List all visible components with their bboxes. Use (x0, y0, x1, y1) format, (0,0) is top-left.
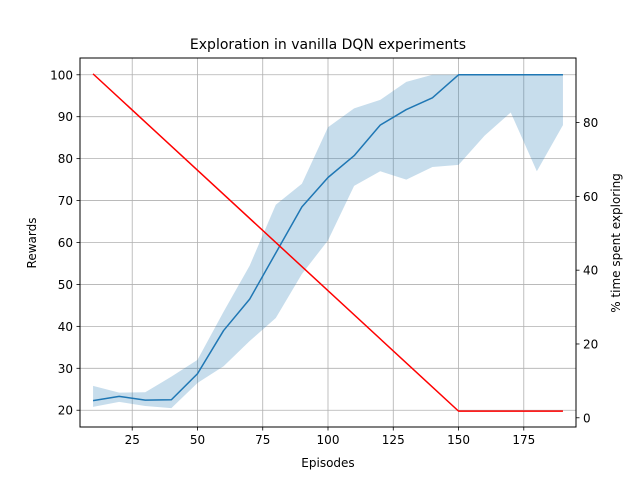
y-tick-label: 90 (58, 110, 73, 124)
y2-axis-label: % time spent exploring (609, 173, 623, 313)
x-tick-label: 50 (190, 433, 205, 447)
y-axis-label: Rewards (25, 218, 39, 269)
rewards-line (92, 74, 563, 402)
chart-title: Exploration in vanilla DQN experiments (190, 37, 466, 53)
x-tick-label: 25 (125, 433, 140, 447)
y2-tick-label: 0 (583, 411, 591, 425)
x-tick-label: 150 (447, 433, 470, 447)
y-tick-label: 50 (58, 278, 73, 292)
x-tick-label: 100 (317, 433, 340, 447)
y2-tick-label: 40 (583, 264, 598, 278)
x-tick-label: 125 (382, 433, 405, 447)
y2-tick-label: 20 (583, 337, 598, 351)
y2-tick-label: 80 (583, 116, 598, 130)
y-tick-label: 80 (58, 152, 73, 166)
y2-tick-label: 60 (583, 190, 598, 204)
x-tick-label: 175 (512, 433, 535, 447)
x-tick-label: 75 (255, 433, 270, 447)
y-tick-label: 30 (58, 362, 73, 376)
rewards-band-group (93, 74, 563, 409)
y-tick-label: 100 (50, 68, 73, 82)
y-tick-label: 60 (58, 236, 73, 250)
y-tick-label: 70 (58, 194, 73, 208)
series-lines (92, 73, 563, 412)
exploration-line (92, 73, 563, 412)
y-axis-ticks: 20 30 40 50 60 70 80 90 100 (50, 68, 80, 418)
rewards-band (93, 74, 563, 409)
y-tick-label: 40 (58, 320, 73, 334)
x-axis-ticks: 25 50 75 100 125 150 175 (125, 427, 535, 447)
y-tick-label: 20 (58, 404, 73, 418)
y2-axis-ticks: 0 20 40 60 80 (576, 116, 598, 425)
x-axis-label: Episodes (301, 456, 354, 470)
